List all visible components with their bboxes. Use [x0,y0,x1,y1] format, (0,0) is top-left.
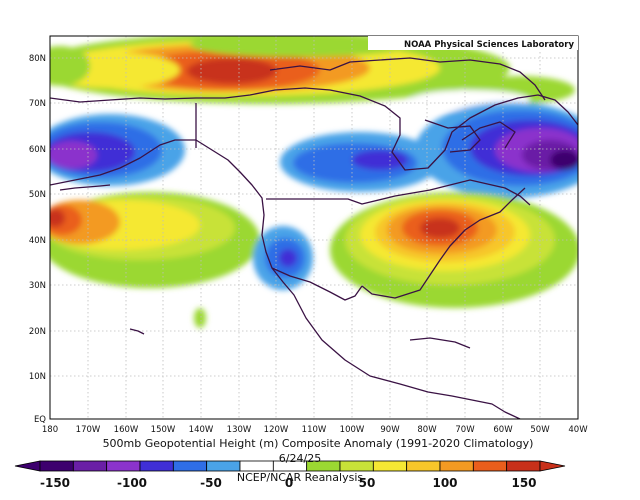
colorbar-swatch [506,460,541,472]
colorbar-label: 100 [432,476,457,490]
colorbar-swatch [139,460,174,472]
lon-label: 100W [340,425,365,435]
credit-label: NOAA Physical Sciences Laboratory [404,40,574,50]
lon-label: 110W [302,425,327,435]
colorbar-label: 0 [285,476,293,490]
lon-label: 170W [76,425,101,435]
colorbar-swatch [406,460,441,472]
anomaly-fill [50,36,578,328]
lon-tick-labels: 180 170W 160W 150W 140W 130W 120W 110W 1… [42,425,588,435]
lat-label: 40N [29,236,46,246]
colorbar-swatch [106,460,141,472]
plot-border [49,35,579,420]
colorbar-swatch [339,460,374,472]
lon-label: 90W [380,425,400,435]
lat-label: 60N [29,145,46,155]
lat-label: 20N [29,327,46,337]
lat-label: 50N [29,190,46,200]
lat-label: EQ [34,415,46,425]
colorbar [14,460,566,472]
lon-label: 140W [189,425,214,435]
lat-label: 80N [29,54,46,64]
colorbar-swatch [172,460,208,472]
colorbar-label: -50 [200,476,222,490]
lon-label: 40W [568,425,588,435]
colorbar-arrow-low [14,460,41,472]
source-label: NCEP/NCAR Reanalysis [237,471,363,484]
colorbar-swatch [239,460,274,472]
credit-box [368,36,578,50]
map-caption: 500mb Geopotential Height (m) Composite … [103,437,534,450]
colorbar-label: -150 [40,476,70,490]
colorbar-swatch [72,460,108,472]
lon-label: 130W [227,425,252,435]
lon-label: 160W [114,425,139,435]
lat-tick-labels: EQ 10N 20N 30N 40N 50N 60N 70N 80N [29,54,46,425]
colorbar-swatch [39,460,74,472]
lon-label: 60W [493,425,513,435]
colorbar-label: -100 [117,476,147,490]
date-label: 6/24/25 [279,452,321,465]
lat-label: 10N [29,372,46,382]
coastlines [50,57,578,419]
lon-label: 70W [455,425,475,435]
colorbar-arrow-high [539,460,566,472]
colorbar-label: 150 [511,476,536,490]
colorbar-label: 50 [359,476,376,490]
lon-label: 50W [530,425,550,435]
lon-label: 80W [417,425,437,435]
grid-lines [50,36,578,419]
colorbar-swatch [206,460,241,472]
colorbar-swatch [439,460,474,472]
lat-label: 30N [29,281,46,291]
lat-label: 70N [29,99,46,109]
lon-label: 150W [151,425,176,435]
lon-label: 120W [264,425,289,435]
lon-label: 180 [42,425,58,435]
colorbar-swatch [372,460,408,472]
colorbar-labels: -150 -100 -50 0 50 100 150 [40,476,537,490]
colorbar-swatch [472,460,508,472]
